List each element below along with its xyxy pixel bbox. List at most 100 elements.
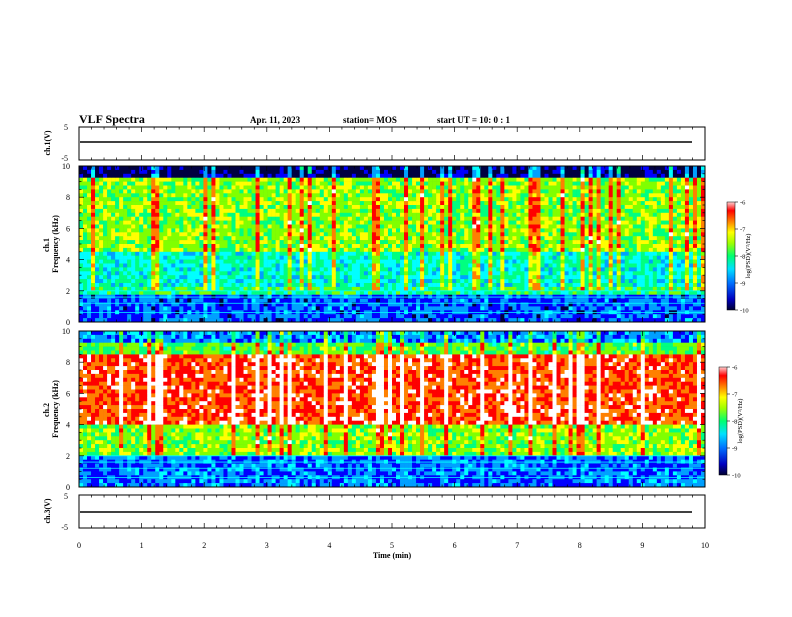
ch1-spectrogram-cell bbox=[95, 201, 99, 205]
ch1-spectrogram-cell bbox=[135, 182, 139, 186]
ch1-spectrogram-cell bbox=[223, 299, 227, 303]
ch1-spectrogram-cell bbox=[561, 174, 565, 178]
ch1-spectrogram-cell bbox=[376, 217, 380, 221]
ch1-spectrogram-cell bbox=[231, 182, 235, 186]
ch1-spectrogram-cell bbox=[312, 213, 316, 217]
ch1-spectrogram-cell bbox=[240, 182, 244, 186]
ch1-spectrogram-cell bbox=[396, 193, 400, 197]
ch1-spectrogram-cell bbox=[320, 252, 324, 256]
ch1-spectrogram-cell bbox=[512, 209, 516, 213]
ch1-spectrogram-cell bbox=[336, 221, 340, 225]
ch1-spectrogram-cell bbox=[544, 205, 548, 209]
ch1-spectrogram-cell bbox=[524, 306, 528, 310]
ch1-spectrogram-cell bbox=[360, 252, 364, 256]
ch1-spectrogram-cell bbox=[107, 221, 111, 225]
ch1-spectrogram-cell bbox=[155, 217, 159, 221]
ch1-spectrogram-cell bbox=[288, 252, 292, 256]
ch1-spectrogram-cell bbox=[536, 256, 540, 260]
ch1-spectrogram-cell bbox=[155, 221, 159, 225]
ch1-spectrogram-cell bbox=[516, 306, 520, 310]
ch1-spectrogram-cell bbox=[211, 201, 215, 205]
ch1-spectrogram-cell bbox=[561, 240, 565, 244]
ch1-spectrogram-cell bbox=[236, 306, 240, 310]
ch1-spectrogram-cell bbox=[456, 252, 460, 256]
ch1-spectrogram-cell bbox=[348, 228, 352, 232]
ch1-spectrogram-cell bbox=[356, 248, 360, 252]
ch1-spectrogram-cell bbox=[131, 197, 135, 201]
ch1-spectrogram-cell bbox=[187, 217, 191, 221]
ch1-spectrogram-cell bbox=[123, 314, 127, 318]
ch1-spectrogram-cell bbox=[111, 193, 115, 197]
ch1-spectrogram-cell bbox=[111, 236, 115, 240]
ch1-spectrogram-cell bbox=[420, 232, 424, 236]
ch1-spectrogram-cell bbox=[260, 209, 264, 213]
ch1-spectrogram-cell bbox=[111, 252, 115, 256]
ch1-spectrogram-cell bbox=[352, 236, 356, 240]
ch1-spectrogram-cell bbox=[404, 189, 408, 193]
ch1-spectrogram-cell bbox=[99, 264, 103, 268]
ch1-spectrogram-cell bbox=[195, 166, 199, 170]
ch1-spectrogram-cell bbox=[336, 256, 340, 260]
ch1-spectrogram-cell bbox=[103, 283, 107, 287]
ch1-spectrogram-cell bbox=[167, 299, 171, 303]
ch1-spectrogram-cell bbox=[504, 186, 508, 190]
ch1-spectrogram-cell bbox=[296, 189, 300, 193]
ch1-spectrogram-cell bbox=[99, 299, 103, 303]
ch1-spectrogram-cell bbox=[336, 193, 340, 197]
ch1-spectrogram-cell bbox=[388, 213, 392, 217]
ch1-spectrogram-cell bbox=[127, 217, 131, 221]
ch1-spectrogram-cell bbox=[524, 178, 528, 182]
ch1-spectrogram-cell bbox=[320, 299, 324, 303]
ch1-spectrogram-cell bbox=[344, 166, 348, 170]
ch1-spectrogram-cell bbox=[203, 182, 207, 186]
ch1-spectrogram-cell bbox=[372, 256, 376, 260]
ch1-spectrogram-cell bbox=[171, 252, 175, 256]
ch1-spectrogram-cell bbox=[372, 252, 376, 256]
ch1-spectrogram-cell bbox=[532, 264, 536, 268]
ch1-spectrogram-cell bbox=[553, 248, 557, 252]
ch1-spectrogram-cell bbox=[332, 228, 336, 232]
ch1-spectrogram-cell bbox=[99, 260, 103, 264]
ch1-spectrogram-cell bbox=[276, 306, 280, 310]
ch1-spectrogram-cell bbox=[408, 279, 412, 283]
ch1-spectrogram-cell bbox=[155, 252, 159, 256]
ch1-spectrogram-cell bbox=[440, 221, 444, 225]
ch1-spectrogram-cell bbox=[557, 256, 561, 260]
ch1-spectrogram-cell bbox=[504, 256, 508, 260]
ch1-spectrogram-cell bbox=[352, 267, 356, 271]
ch1-spectrogram-cell bbox=[432, 228, 436, 232]
ch1-spectrogram-cell bbox=[179, 166, 183, 170]
ch1-spectrogram-cell bbox=[219, 264, 223, 268]
ch1-spectrogram-cell bbox=[171, 271, 175, 275]
ch1-spectrogram-cell bbox=[135, 205, 139, 209]
ch1-spectrogram-cell bbox=[272, 291, 276, 295]
ch1-spectrogram-cell bbox=[540, 221, 544, 225]
ch1-spectrogram-cell bbox=[380, 201, 384, 205]
ch1-spectrogram-cell bbox=[304, 283, 308, 287]
ch1-spectrogram-cell bbox=[549, 201, 553, 205]
ch1-spectrogram-cell bbox=[264, 209, 268, 213]
ch1-spectrogram-cell bbox=[348, 209, 352, 213]
ch1-spectrogram-cell bbox=[376, 178, 380, 182]
ch1-spectrogram-cell bbox=[268, 267, 272, 271]
ch1-spectrogram-cell bbox=[352, 170, 356, 174]
ch1-spectrogram-cell bbox=[143, 252, 147, 256]
ch1-spectrogram-cell bbox=[219, 182, 223, 186]
ch1-spectrogram-cell bbox=[236, 248, 240, 252]
ch1-spectrogram-cell bbox=[508, 232, 512, 236]
ch1-spectrogram-cell bbox=[480, 240, 484, 244]
ch1-spectrogram-cell bbox=[408, 260, 412, 264]
ch1-spectrogram-cell bbox=[340, 299, 344, 303]
ch1-spectrogram-cell bbox=[508, 209, 512, 213]
ch1-spectrogram-cell bbox=[147, 189, 151, 193]
ch1-spectrogram-cell bbox=[159, 236, 163, 240]
ch1-spectrogram-cell bbox=[127, 170, 131, 174]
ch1-spectrogram-cell bbox=[147, 232, 151, 236]
ch1-spectrogram-cell bbox=[504, 260, 508, 264]
ch1-spectrogram-cell bbox=[428, 225, 432, 229]
ch1-spectrogram-cell bbox=[360, 264, 364, 268]
ch1-spectrogram-cell bbox=[448, 314, 452, 318]
ch1-spectrogram-cell bbox=[111, 178, 115, 182]
ch1-spectrogram-cell bbox=[424, 291, 428, 295]
ch1-spectrogram-cell bbox=[504, 236, 508, 240]
